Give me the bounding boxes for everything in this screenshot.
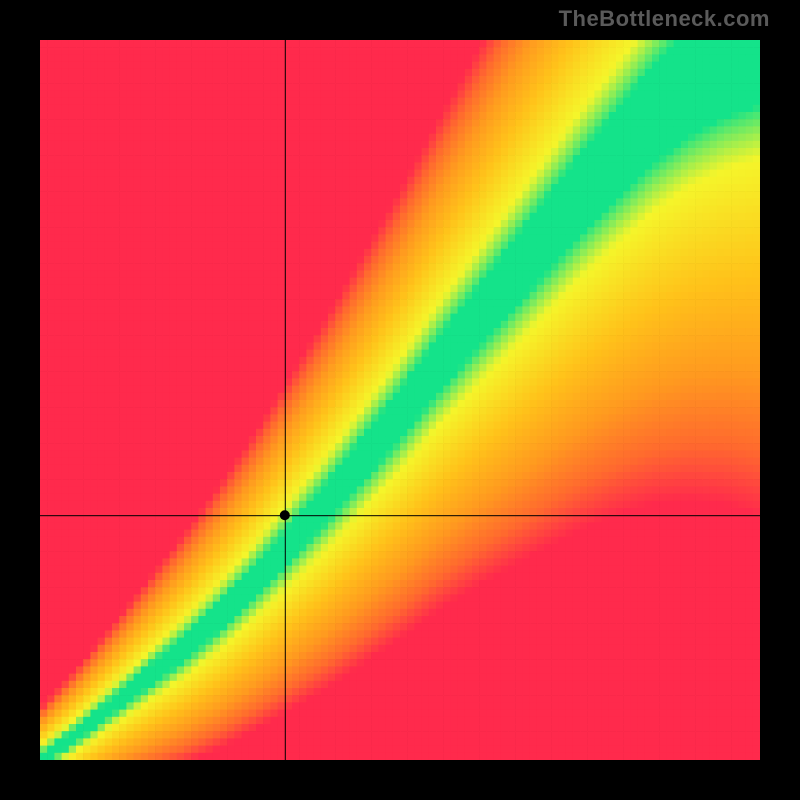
watermark-text: TheBottleneck.com (559, 6, 770, 32)
heatmap-canvas (40, 40, 760, 760)
heatmap-plot (40, 40, 760, 760)
figure-root: TheBottleneck.com (0, 0, 800, 800)
